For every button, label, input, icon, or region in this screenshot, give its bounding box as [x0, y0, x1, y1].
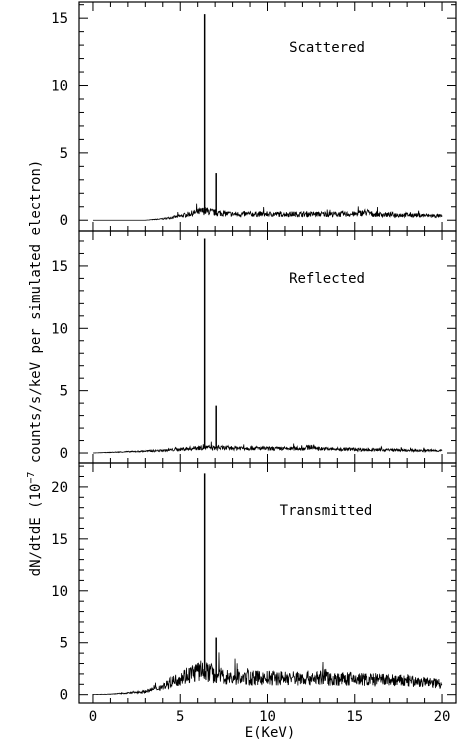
y-tick-label: 15 — [51, 11, 68, 27]
panel-transmitted: 0 5 10 15 20 Transmitted 0 5 10 15 20 — [51, 462, 457, 725]
plot-frame — [78, 230, 457, 464]
x-tick-label: 10 — [259, 709, 276, 725]
y-tick-label: 15 — [51, 532, 68, 548]
y-tick-label: 15 — [51, 259, 68, 275]
y-tick-label: 5 — [60, 384, 68, 400]
spectrum-trace — [92, 652, 443, 696]
plot-frame — [78, 462, 457, 704]
panel-label: Transmitted — [280, 503, 373, 519]
y-axis-title-exponent: −7 — [26, 472, 37, 484]
y-tick-label: 10 — [51, 321, 68, 337]
y-axis-title-rest: counts/s/keV per simulated electron) — [28, 160, 44, 472]
x-tick-label: 0 — [89, 709, 97, 725]
y-axis-title: dN/dtdE (10−7 counts/s/keV per simulated… — [26, 160, 44, 577]
spectrum-trace — [92, 441, 443, 454]
panel-label: Scattered — [289, 40, 365, 56]
y-axis-title-main: dN/dtdE (10 — [28, 484, 44, 577]
y-tick-label: 0 — [60, 213, 68, 229]
x-tick-label: 5 — [176, 709, 184, 725]
spectrum-trace — [92, 203, 443, 221]
y-tick-label: 0 — [60, 688, 68, 704]
y-tick-label: 0 — [60, 446, 68, 462]
y-tick-label: 20 — [51, 480, 68, 496]
y-tick-label: 10 — [51, 79, 68, 95]
x-tick-label: 20 — [434, 709, 451, 725]
y-tick-label: 5 — [60, 146, 68, 162]
panels-group: 0 5 10 15 Scattered 0 5 10 15 Reflected 0 5 10 15 20 Tr… — [51, 1, 457, 725]
x-tick-label: 15 — [346, 709, 363, 725]
panel-scattered: 0 5 10 15 Scattered — [51, 1, 457, 232]
plot-frame — [78, 1, 457, 232]
y-tick-label: 10 — [51, 584, 68, 600]
panel-label: Reflected — [289, 271, 365, 287]
y-tick-label: 5 — [60, 636, 68, 652]
panel-reflected: 0 5 10 15 Reflected — [51, 230, 457, 464]
x-axis-title: E(KeV) — [245, 725, 296, 741]
